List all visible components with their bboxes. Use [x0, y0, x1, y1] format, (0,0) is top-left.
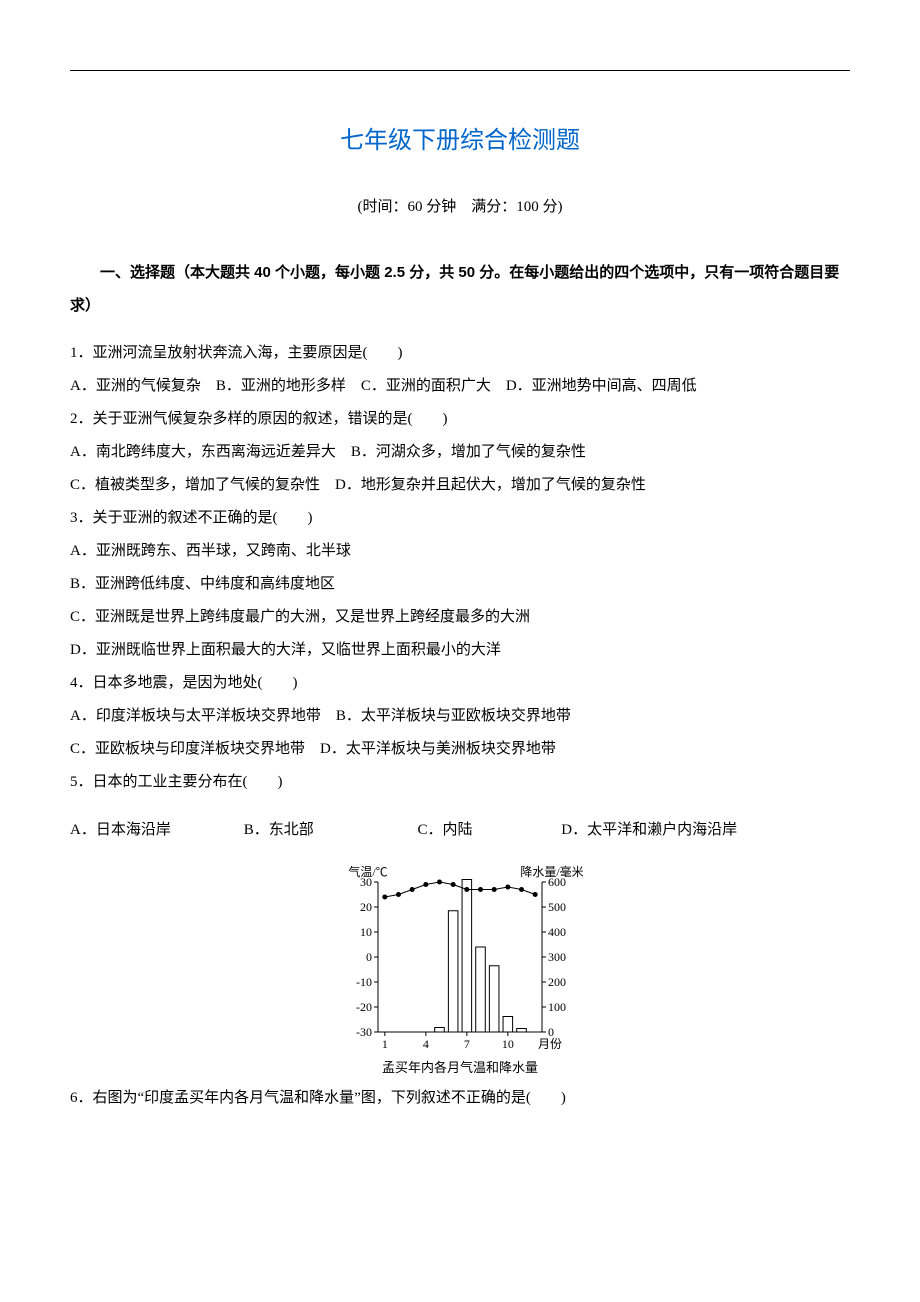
- svg-text:-20: -20: [356, 1000, 372, 1014]
- q3-option-a: A．亚洲既跨东、西半球，又跨南、北半球: [70, 535, 850, 568]
- svg-text:月份: 月份: [538, 1037, 562, 1051]
- q3-option-c: C．亚洲既是世界上跨纬度最广的大洲，又是世界上跨经度最多的大洲: [70, 601, 850, 634]
- svg-text:200: 200: [548, 975, 566, 989]
- q1-stem: 1．亚洲河流呈放射状奔流入海，主要原因是( ): [70, 337, 850, 370]
- q4-options-ab: A．印度洋板块与太平洋板块交界地带 B．太平洋板块与亚欧板块交界地带: [70, 700, 850, 733]
- svg-text:10: 10: [360, 925, 372, 939]
- svg-text:0: 0: [366, 950, 372, 964]
- svg-text:100: 100: [548, 1000, 566, 1014]
- q5-stem: 5．日本的工业主要分布在( ): [70, 766, 850, 799]
- q2-stem: 2．关于亚洲气候复杂多样的原因的叙述，错误的是( ): [70, 403, 850, 436]
- q3-option-b: B．亚洲跨低纬度、中纬度和高纬度地区: [70, 568, 850, 601]
- svg-text:降水量/毫米: 降水量/毫米: [520, 864, 583, 879]
- q5-option-a: A．日本海沿岸: [70, 814, 240, 847]
- q2-options-cd: C．植被类型多，增加了气候的复杂性 D．地形复杂并且起伏大，增加了气候的复杂性: [70, 469, 850, 502]
- climate-chart: -30-20-100102030010020030040050060014710…: [330, 862, 590, 1052]
- svg-text:500: 500: [548, 900, 566, 914]
- svg-text:400: 400: [548, 925, 566, 939]
- svg-text:-10: -10: [356, 975, 372, 989]
- svg-text:-30: -30: [356, 1025, 372, 1039]
- page-title: 七年级下册综合检测题: [70, 120, 850, 155]
- svg-text:气温/℃: 气温/℃: [348, 864, 387, 879]
- q5-option-d: D．太平洋和濑户内海沿岸: [561, 814, 737, 847]
- exam-meta: (时间：60 分钟 满分：100 分): [70, 195, 850, 216]
- q4-stem: 4．日本多地震，是因为地处( ): [70, 667, 850, 700]
- svg-text:4: 4: [423, 1037, 429, 1051]
- q2-options-ab: A．南北跨纬度大，东西离海远近差异大 B．河湖众多，增加了气候的复杂性: [70, 436, 850, 469]
- q4-options-cd: C．亚欧板块与印度洋板块交界地带 D．太平洋板块与美洲板块交界地带: [70, 733, 850, 766]
- q3-option-d: D．亚洲既临世界上面积最大的大洋，又临世界上面积最小的大洋: [70, 634, 850, 667]
- section-1-heading: 一、选择题（本大题共 40 个小题，每小题 2.5 分，共 50 分。在每小题给…: [70, 256, 850, 322]
- q3-stem: 3．关于亚洲的叙述不正确的是( ): [70, 502, 850, 535]
- q1-options: A．亚洲的气候复杂 B．亚洲的地形多样 C．亚洲的面积广大 D．亚洲地势中间高、…: [70, 370, 850, 403]
- q5-option-b: B．东北部: [244, 814, 414, 847]
- svg-text:20: 20: [360, 900, 372, 914]
- svg-text:300: 300: [548, 950, 566, 964]
- svg-text:1: 1: [382, 1037, 388, 1051]
- q5-option-c: C．内陆: [418, 814, 558, 847]
- q5-options: A．日本海沿岸 B．东北部 C．内陆 D．太平洋和濑户内海沿岸: [70, 814, 850, 847]
- q6-stem: 6．右图为“印度孟买年内各月气温和降水量”图，下列叙述不正确的是( ): [70, 1082, 850, 1115]
- svg-text:10: 10: [502, 1037, 514, 1051]
- chart-caption: 孟买年内各月气温和降水量: [70, 1057, 850, 1076]
- svg-text:7: 7: [464, 1037, 470, 1051]
